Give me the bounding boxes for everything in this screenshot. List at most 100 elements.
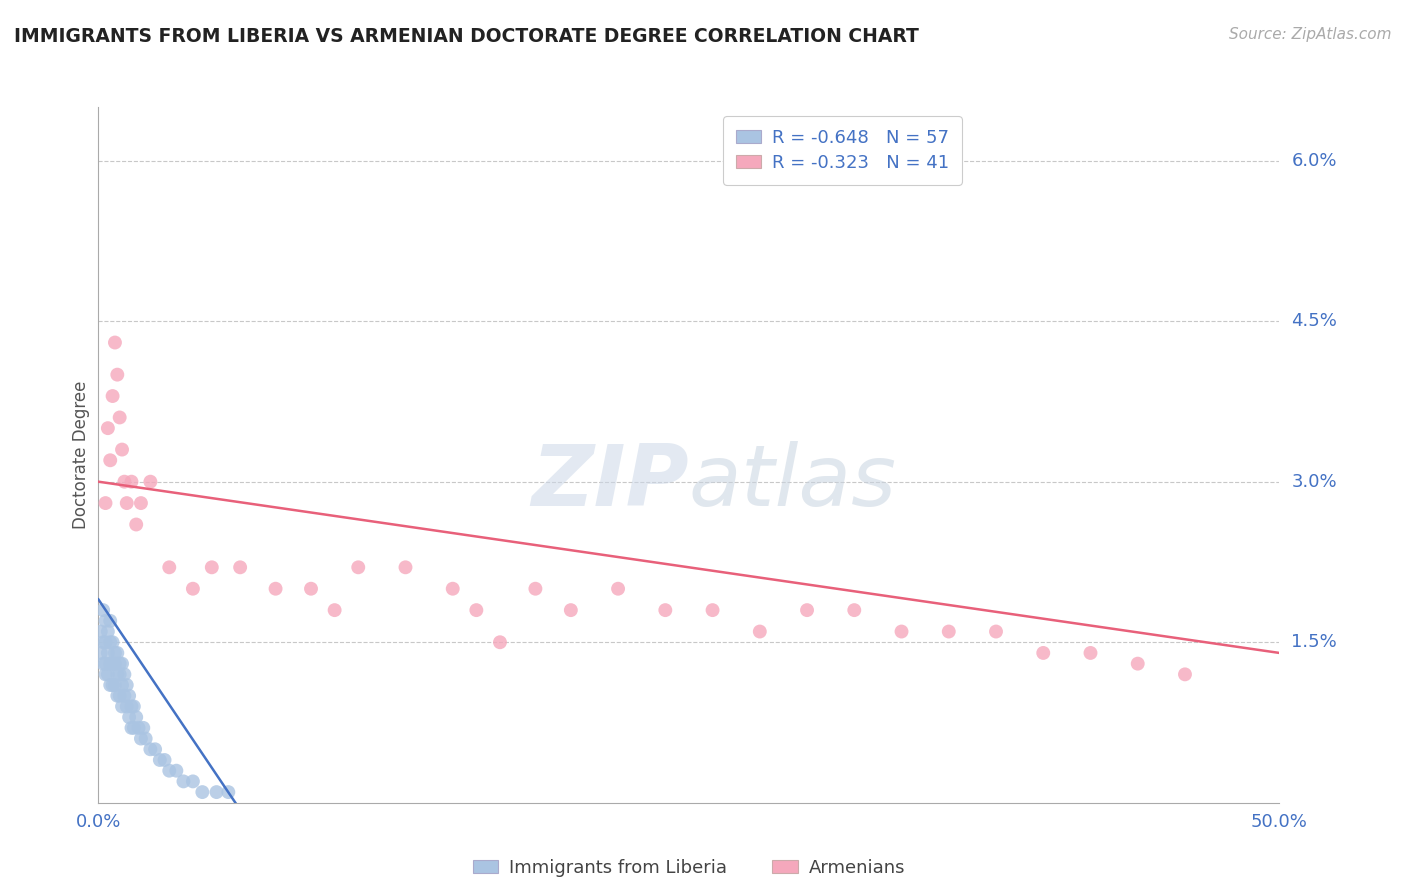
Point bbox=[844, 603, 866, 617]
Point bbox=[129, 496, 152, 510]
Point bbox=[394, 560, 416, 574]
Point bbox=[560, 603, 582, 617]
Point bbox=[111, 678, 134, 692]
Point bbox=[229, 560, 252, 574]
Point bbox=[90, 646, 112, 660]
Point bbox=[1126, 657, 1149, 671]
Point bbox=[94, 635, 117, 649]
Text: 1.5%: 1.5% bbox=[1291, 633, 1337, 651]
Point bbox=[97, 421, 120, 435]
Point bbox=[91, 603, 114, 617]
Point bbox=[111, 442, 134, 457]
Point bbox=[135, 731, 157, 746]
Point bbox=[122, 721, 145, 735]
Point bbox=[217, 785, 239, 799]
Point bbox=[101, 657, 124, 671]
Point bbox=[157, 764, 180, 778]
Point bbox=[104, 657, 127, 671]
Point bbox=[101, 678, 124, 692]
Point bbox=[157, 560, 180, 574]
Point bbox=[118, 710, 141, 724]
Point bbox=[125, 517, 148, 532]
Point bbox=[94, 667, 117, 681]
Point bbox=[91, 635, 114, 649]
Point bbox=[121, 721, 143, 735]
Point bbox=[121, 699, 143, 714]
Point bbox=[153, 753, 176, 767]
Point bbox=[115, 496, 138, 510]
Point bbox=[98, 678, 121, 692]
Point bbox=[201, 560, 224, 574]
Point bbox=[191, 785, 214, 799]
Legend: Immigrants from Liberia, Armenians: Immigrants from Liberia, Armenians bbox=[465, 852, 912, 884]
Point bbox=[111, 657, 134, 671]
Point bbox=[984, 624, 1007, 639]
Point bbox=[1032, 646, 1054, 660]
Point bbox=[139, 475, 162, 489]
Point bbox=[97, 667, 120, 681]
Point bbox=[172, 774, 194, 789]
Point bbox=[465, 603, 488, 617]
Point bbox=[132, 721, 155, 735]
Y-axis label: Doctorate Degree: Doctorate Degree bbox=[72, 381, 90, 529]
Point bbox=[143, 742, 166, 756]
Point bbox=[112, 667, 135, 681]
Point bbox=[122, 699, 145, 714]
Point bbox=[702, 603, 724, 617]
Point bbox=[323, 603, 346, 617]
Point bbox=[112, 689, 135, 703]
Point bbox=[118, 689, 141, 703]
Point bbox=[139, 742, 162, 756]
Point bbox=[165, 764, 187, 778]
Point bbox=[149, 753, 172, 767]
Point bbox=[205, 785, 228, 799]
Text: atlas: atlas bbox=[689, 442, 897, 524]
Point bbox=[105, 667, 128, 681]
Text: IMMIGRANTS FROM LIBERIA VS ARMENIAN DOCTORATE DEGREE CORRELATION CHART: IMMIGRANTS FROM LIBERIA VS ARMENIAN DOCT… bbox=[14, 27, 920, 45]
Point bbox=[98, 453, 121, 467]
Point bbox=[98, 635, 121, 649]
Point bbox=[299, 582, 322, 596]
Point bbox=[115, 699, 138, 714]
Point bbox=[98, 657, 121, 671]
Point bbox=[104, 335, 127, 350]
Point bbox=[796, 603, 818, 617]
Point bbox=[607, 582, 630, 596]
Point bbox=[264, 582, 287, 596]
Point bbox=[108, 657, 131, 671]
Point bbox=[121, 475, 143, 489]
Point bbox=[748, 624, 770, 639]
Point bbox=[105, 689, 128, 703]
Point bbox=[105, 368, 128, 382]
Point bbox=[1174, 667, 1197, 681]
Point bbox=[104, 646, 127, 660]
Point bbox=[105, 646, 128, 660]
Point bbox=[91, 657, 114, 671]
Point bbox=[125, 710, 148, 724]
Point bbox=[938, 624, 960, 639]
Point bbox=[111, 699, 134, 714]
Point bbox=[129, 731, 152, 746]
Point bbox=[101, 635, 124, 649]
Point bbox=[441, 582, 464, 596]
Point bbox=[524, 582, 547, 596]
Point bbox=[90, 624, 112, 639]
Point bbox=[112, 475, 135, 489]
Point bbox=[181, 582, 204, 596]
Text: ZIP: ZIP bbox=[531, 442, 689, 524]
Point bbox=[101, 389, 124, 403]
Point bbox=[1080, 646, 1102, 660]
Point bbox=[115, 678, 138, 692]
Point bbox=[97, 646, 120, 660]
Point bbox=[104, 678, 127, 692]
Point bbox=[98, 614, 121, 628]
Point bbox=[890, 624, 912, 639]
Point bbox=[347, 560, 370, 574]
Text: Source: ZipAtlas.com: Source: ZipAtlas.com bbox=[1229, 27, 1392, 42]
Point bbox=[489, 635, 512, 649]
Point bbox=[654, 603, 676, 617]
Point bbox=[128, 721, 150, 735]
Point bbox=[108, 689, 131, 703]
Point bbox=[108, 410, 131, 425]
Point bbox=[94, 614, 117, 628]
